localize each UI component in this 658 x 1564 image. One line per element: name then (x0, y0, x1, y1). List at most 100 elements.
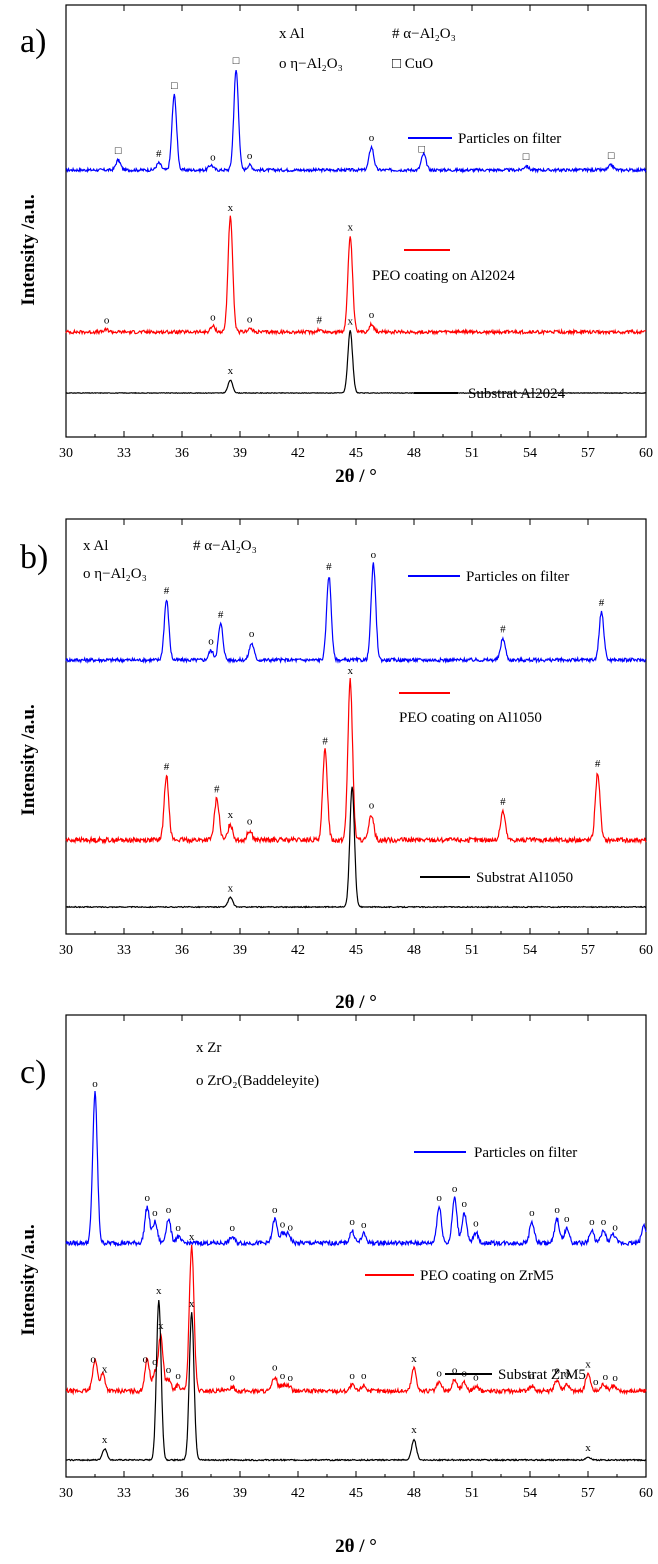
y-axis-label: Intensity /a.u. (18, 194, 39, 305)
peak-marker: # (599, 597, 605, 609)
legend-label: PEO coating on ZrM5 (420, 1268, 554, 1284)
peak-marker: o (436, 1367, 442, 1379)
peak-marker: o (92, 1078, 98, 1090)
peak-marker: □ (233, 55, 240, 67)
peak-marker: x (189, 1231, 195, 1243)
legend-label: Particles on filter (466, 569, 569, 585)
peak-marker: o (152, 1356, 158, 1368)
x-tick-label: 57 (581, 446, 595, 461)
x-tick-label: 42 (291, 446, 305, 461)
phase-legend-entry: o ZrO₂(Baddeleyite) (196, 1073, 319, 1089)
x-tick-label: 60 (639, 943, 653, 958)
series-3: xx (65, 316, 647, 395)
peak-marker: o (529, 1207, 535, 1219)
peak-marker: # (317, 315, 323, 327)
x-axis-label: 2θ / ° (335, 992, 377, 1013)
peak-marker: o (612, 1222, 618, 1234)
legend-label: Particles on filter (458, 131, 561, 147)
peak-marker: # (500, 796, 506, 808)
peak-marker: # (156, 148, 162, 160)
peak-marker: o (152, 1207, 158, 1219)
peak-marker: o (208, 635, 214, 647)
x-tick-label: 51 (465, 943, 479, 958)
peak-marker: # (322, 735, 328, 747)
panel-letter: b) (20, 539, 48, 576)
peak-marker: o (564, 1369, 570, 1381)
peak-marker: # (164, 585, 170, 597)
peak-marker: o (288, 1222, 294, 1234)
peak-marker: o (166, 1364, 172, 1376)
x-tick-label: 30 (59, 1486, 73, 1501)
x-tick-label: 54 (523, 943, 537, 958)
peak-marker: o (272, 1204, 278, 1216)
peak-marker: o (371, 549, 377, 561)
peak-marker: o (230, 1372, 236, 1384)
legend-label: PEO coating on Al1050 (399, 710, 542, 726)
peak-marker: o (349, 1370, 355, 1382)
peak-marker: o (529, 1370, 535, 1382)
x-tick-label: 39 (233, 1486, 247, 1501)
plot-frame (65, 1014, 647, 1478)
peak-marker: o (601, 1216, 607, 1228)
peak-marker: o (452, 1364, 458, 1376)
peak-marker: o (247, 815, 253, 827)
x-tick-label: 36 (175, 446, 189, 461)
series-line (65, 330, 647, 395)
peak-marker: o (564, 1213, 570, 1225)
series-line (65, 215, 647, 337)
peak-marker: x (347, 665, 353, 677)
peak-marker: o (272, 1361, 278, 1373)
peak-marker: o (280, 1219, 286, 1231)
peak-marker: o (589, 1216, 595, 1228)
panel-letter: c) (20, 1054, 46, 1091)
peak-marker: o (462, 1198, 468, 1210)
peak-marker: o (436, 1192, 442, 1204)
series-1: # o # o # o # # (65, 549, 647, 664)
series-line (65, 1244, 647, 1396)
peak-marker: o (175, 1222, 181, 1234)
series-2: o o x o # x o (65, 202, 647, 337)
phase-legend-entry: # α−Al₂O₃ (392, 26, 456, 42)
peak-marker: o (90, 1353, 96, 1365)
peak-marker: # (218, 609, 224, 621)
legend-label: Substrat Al2024 (468, 386, 566, 402)
peak-marker: x (228, 202, 234, 214)
legend-label: Substrat Al1050 (476, 870, 573, 886)
peak-marker: o (249, 628, 255, 640)
panel-letter: a) (20, 23, 46, 60)
peak-marker: □ (418, 144, 425, 156)
peak-marker: x (347, 316, 353, 328)
chart-panel-3: 30 33 36 39 42 45 48 51 54 57 60 2θ / ° Intensity /a… (18, 1014, 653, 1557)
peak-marker: # (595, 758, 601, 770)
series-3: x x x x x (65, 1285, 646, 1462)
x-tick-label: 42 (291, 943, 305, 958)
series-line (65, 786, 647, 909)
phase-legend-entry: □ CuO (392, 56, 433, 72)
peak-marker: o (143, 1353, 149, 1365)
x-tick-label: 48 (407, 1486, 421, 1501)
y-axis-label: Intensity /a.u. (18, 704, 39, 815)
x-tick-label: 60 (639, 446, 653, 461)
series-2: oxooxooxooooooxoooooooxooo (65, 1231, 647, 1396)
legend-label: Substrat ZrM5 (498, 1367, 586, 1383)
phase-legend-entry: x Al (279, 26, 304, 42)
peak-marker: x (156, 1285, 162, 1297)
peak-marker: o (369, 309, 375, 321)
x-tick-label: 57 (581, 943, 595, 958)
peak-marker: o (230, 1222, 236, 1234)
series-line (65, 678, 647, 845)
series-1: □ # □ o □ o o □ □ □ (65, 55, 647, 174)
x-tick-label: 48 (407, 943, 421, 958)
peak-marker: o (554, 1364, 560, 1376)
peak-marker: x (347, 222, 353, 234)
peak-marker: x (228, 809, 234, 821)
y-axis-label: Intensity /a.u. (18, 1224, 39, 1335)
x-tick-label: 51 (465, 446, 479, 461)
series-line (65, 562, 647, 664)
phase-legend-entry: o η−Al₂O₃ (279, 56, 343, 72)
peak-marker: o (166, 1204, 172, 1216)
x-tick-label: 57 (581, 1486, 595, 1501)
peak-marker: o (593, 1376, 599, 1388)
peak-marker: o (175, 1370, 181, 1382)
